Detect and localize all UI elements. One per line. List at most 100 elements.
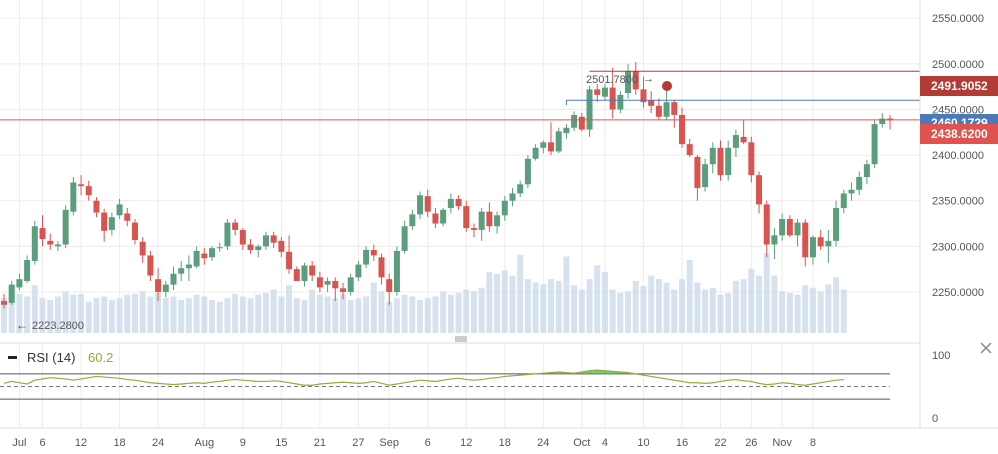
candle [771,228,778,260]
volume-bar [417,299,424,333]
candle [486,202,493,232]
candle [601,83,608,101]
volume-bar [39,298,46,333]
time-tick-label: 27 [352,437,364,449]
candle-body [1,301,7,305]
volume-bar [771,275,778,333]
volume-bar [101,296,108,333]
candle [879,113,886,128]
candle [54,240,61,251]
time-tick-label: 22 [714,437,726,449]
candle [270,231,277,249]
candle-body [817,237,824,247]
volume-bar [717,294,724,333]
candle [548,122,555,156]
volume-bar [540,284,547,333]
candle [478,208,485,241]
volume-bar [432,296,439,333]
candle-body [239,229,246,245]
volume-bar [309,289,316,333]
candle-body [632,71,639,90]
candle [833,200,840,247]
candle [817,229,824,250]
candle-body [401,226,408,251]
candle-body [871,124,878,165]
candle [694,155,701,201]
candle [809,235,816,265]
candle [725,140,732,181]
volume-bar [239,296,246,333]
candle-body [786,218,793,236]
candle [655,98,662,121]
candle [686,138,693,157]
volume-bar [601,272,608,333]
candle-body [794,222,801,236]
time-tick-label: 6 [425,437,431,449]
candle-body [178,268,185,274]
candle-body [54,244,61,247]
time-tick-label: Nov [772,437,792,449]
candle-body [771,235,778,245]
candle-body [447,198,454,209]
candlesticks[interactable] [1,62,893,309]
candle-body [756,175,763,205]
candle-body [648,100,655,106]
candle [501,196,508,221]
candle [293,266,300,281]
volume-bar [293,298,300,333]
time-tick-label: 18 [499,437,511,449]
volume-bar [355,298,362,333]
volume-bar [324,296,331,333]
rsi-overbought-fill [535,370,636,374]
close-icon[interactable] [978,340,994,356]
candle-body [840,193,847,209]
candle-body [779,218,786,236]
arrow-right-icon: → [643,73,654,85]
price-axis: 2550.0000 2500.0000 2450.0000 2400.0000 2350… [932,13,984,299]
candle [825,229,832,263]
volume-bar [262,293,269,333]
rsi-tick-0: 0 [932,413,938,425]
candle [732,129,739,157]
candle [586,85,593,137]
volume-bar [548,279,555,333]
candle [193,246,200,269]
candle [93,197,100,218]
current-price-tag-label: 2438.6200 [931,127,988,141]
candle-body [848,189,855,194]
candle [555,127,562,154]
candle [16,273,23,291]
volume-bar [655,279,662,333]
candle [232,218,239,236]
candle [363,246,370,269]
volume-bar [255,294,262,333]
candle-body [571,114,578,128]
candle [417,191,424,219]
candle [494,211,501,234]
candle [170,266,177,291]
candle-body [286,251,293,270]
candle-body [193,250,200,267]
volume-bar [70,294,77,333]
volume-bar [316,294,323,333]
volume-bar [786,293,793,333]
volume-bar [586,279,593,333]
candle-body [201,253,208,259]
volume-bar [363,296,370,333]
candle [339,282,346,300]
candle-body [879,118,886,125]
volume-bar [370,282,377,333]
candle [301,262,308,287]
candle-body [524,158,531,185]
resize-handle-icon[interactable] [455,336,467,342]
candle [856,171,863,196]
candle [717,140,724,181]
rsi-legend[interactable]: RSI (14) 60.2 [8,350,113,365]
volume-bar [116,298,123,333]
candle-body [116,204,123,216]
candle [794,218,801,247]
candle [286,235,293,274]
volume-bar [286,285,293,333]
pane-divider[interactable] [0,333,920,343]
